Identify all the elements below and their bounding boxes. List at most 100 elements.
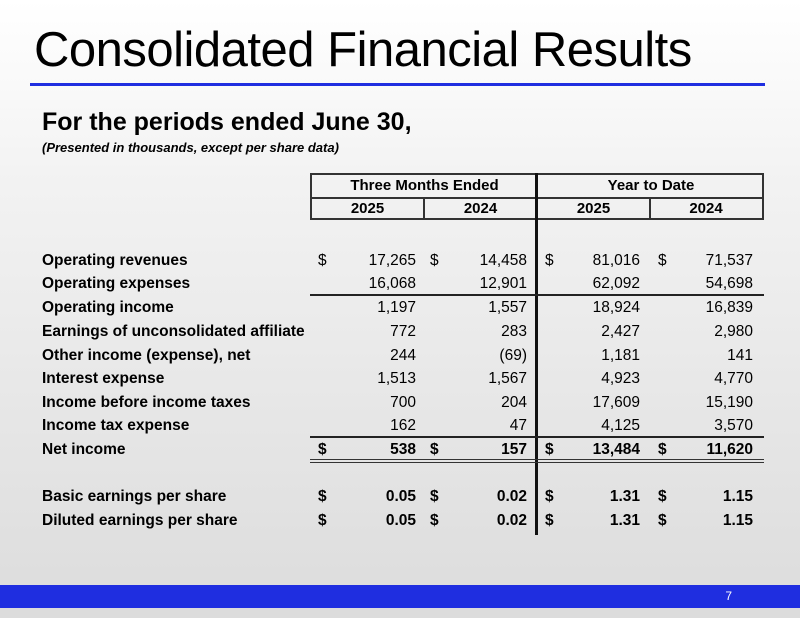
cell-value: 62,092 [592, 275, 640, 292]
currency-symbol: $ [658, 441, 667, 458]
double-underline [310, 459, 764, 463]
cell-value: 1,567 [488, 370, 527, 387]
cell-value: 1,181 [601, 347, 640, 364]
cell-value: 4,770 [714, 370, 753, 387]
cell-value: 141 [727, 347, 753, 364]
row-label: Income tax expense [42, 417, 190, 434]
table-row: Income tax expense 162 47 4,125 3,570 [0, 414, 800, 437]
cell-value: 47 [509, 417, 527, 434]
cell-value: 1.31 [609, 512, 640, 529]
cell-value: 4,125 [601, 417, 640, 434]
table-row: Operating income 1,197 1,557 18,924 16,839 [0, 296, 800, 319]
row-label: Operating income [42, 299, 174, 316]
cell-value: 0.02 [496, 488, 527, 505]
cell-value: 1.15 [722, 488, 753, 505]
cell-value: 2,980 [714, 323, 753, 340]
cell-value: 1.15 [722, 512, 753, 529]
cell-value: (69) [499, 347, 527, 364]
cell-value: 0.05 [385, 488, 416, 505]
cell-value: 17,609 [592, 394, 640, 411]
row-label: Earnings of unconsolidated affiliate [42, 323, 305, 340]
cell-value: 2,427 [601, 323, 640, 340]
currency-symbol: $ [545, 488, 554, 505]
header-three-months: Three Months Ended [350, 177, 499, 194]
subtotal-line [310, 294, 764, 296]
cell-value: 15,190 [705, 394, 753, 411]
cell-value: 538 [390, 441, 416, 458]
currency-symbol: $ [430, 488, 439, 505]
cell-value: 54,698 [705, 275, 753, 292]
currency-symbol: $ [545, 441, 554, 458]
header-year-to-date: Year to Date [607, 177, 695, 194]
cell-value: 283 [501, 323, 527, 340]
cell-value: 157 [501, 441, 527, 458]
table-row: Earnings of unconsolidated affiliate 772 2… [0, 320, 800, 343]
cell-value: 16,839 [705, 299, 753, 316]
table-row: Operating expenses 16,068 12,901 62,092 54,6… [0, 272, 800, 295]
cell-value: 16,068 [368, 275, 416, 292]
header-year: 2025 [350, 200, 385, 217]
cell-value: 1.31 [609, 488, 640, 505]
cell-value: 18,924 [592, 299, 640, 316]
table-row: Diluted earnings per share $0.05 $0.02 $1.3… [0, 509, 800, 532]
title-underline [30, 83, 765, 86]
currency-symbol: $ [318, 512, 327, 529]
page-number: 7 [725, 589, 732, 603]
currency-symbol: $ [545, 512, 554, 529]
column-divider [535, 173, 538, 535]
cell-value: 71,537 [705, 252, 753, 269]
cell-value: 0.02 [496, 512, 527, 529]
cell-value: 1,513 [377, 370, 416, 387]
currency-symbol: $ [430, 252, 439, 269]
currency-symbol: $ [658, 512, 667, 529]
cell-value: 12,901 [479, 275, 527, 292]
header-divider [423, 198, 425, 220]
cell-value: 3,570 [714, 417, 753, 434]
table-row: Basic earnings per share $0.05 $0.02 $1.31 $… [0, 485, 800, 508]
row-label: Income before income taxes [42, 394, 251, 411]
presentation-note: (Presented in thousands, except per shar… [42, 140, 339, 155]
cell-value: 4,923 [601, 370, 640, 387]
currency-symbol: $ [318, 252, 327, 269]
cell-value: 700 [390, 394, 416, 411]
cell-value: 0.05 [385, 512, 416, 529]
cell-value: 244 [390, 347, 416, 364]
row-label: Diluted earnings per share [42, 512, 238, 529]
row-label: Operating revenues [42, 252, 188, 269]
cell-value: 81,016 [592, 252, 640, 269]
cell-value: 13,484 [592, 441, 640, 458]
cell-value: 1,197 [377, 299, 416, 316]
table-row: Operating revenues $17,265 $14,458 $81,016 $… [0, 249, 800, 272]
currency-symbol: $ [430, 512, 439, 529]
cell-value: 17,265 [368, 252, 416, 269]
currency-symbol: $ [658, 252, 667, 269]
footer-bar: 7 [0, 585, 800, 608]
header-year: 2024 [689, 200, 723, 217]
header-year: 2024 [463, 200, 498, 217]
currency-symbol: $ [658, 488, 667, 505]
currency-symbol: $ [318, 488, 327, 505]
table-row: Interest expense 1,513 1,567 4,923 4,770 [0, 367, 800, 390]
subtotal-line [310, 436, 764, 438]
cell-value: 14,458 [479, 252, 527, 269]
table-row: Other income (expense), net 244 (69) 1,181 1… [0, 344, 800, 367]
slide-title: Consolidated Financial Results [34, 23, 692, 77]
cell-value: 11,620 [706, 441, 753, 458]
header-divider [649, 198, 651, 220]
currency-symbol: $ [430, 441, 439, 458]
cell-value: 1,557 [488, 299, 527, 316]
cell-value: 204 [501, 394, 527, 411]
table-row: Income before income taxes 700 204 17,609 15… [0, 391, 800, 414]
currency-symbol: $ [545, 252, 554, 269]
row-label: Operating expenses [42, 275, 191, 292]
header-year: 2025 [576, 200, 611, 217]
table-row: Net income $538 $157 $13,484 $11,620 [0, 438, 800, 461]
subtitle: For the periods ended June 30, [42, 108, 412, 136]
cell-value: 772 [390, 323, 416, 340]
row-label: Net income [42, 441, 126, 458]
row-label: Basic earnings per share [42, 488, 227, 505]
row-label: Other income (expense), net [42, 347, 251, 364]
row-label: Interest expense [42, 370, 165, 387]
currency-symbol: $ [318, 441, 327, 458]
cell-value: 162 [390, 417, 416, 434]
